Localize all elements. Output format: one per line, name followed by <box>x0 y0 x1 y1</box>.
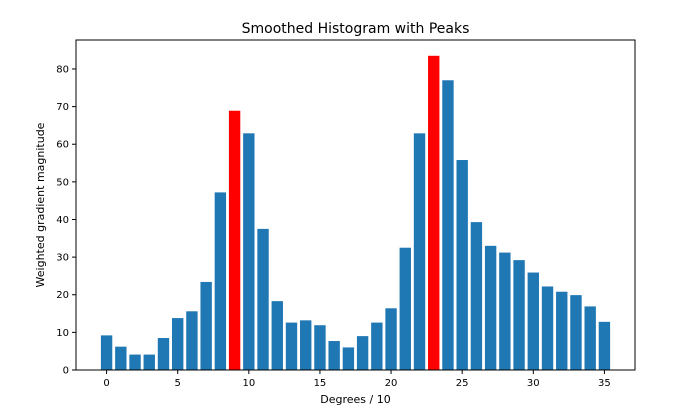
peak-bar <box>428 55 440 371</box>
bar <box>342 347 355 370</box>
bar <box>442 80 454 370</box>
x-tick-label: 25 <box>456 378 469 389</box>
y-axis-label: Weighted gradient magnitude <box>34 122 47 287</box>
y-tick-label: 10 <box>56 328 69 339</box>
bar <box>186 311 198 370</box>
bar <box>214 192 227 370</box>
bar <box>541 286 554 370</box>
x-tick-label: 0 <box>103 378 109 389</box>
bar <box>456 160 468 370</box>
x-tick-label: 15 <box>314 378 327 389</box>
bar <box>257 228 269 370</box>
bar <box>157 338 170 370</box>
x-tick-label: 20 <box>385 378 398 389</box>
bar <box>584 306 596 370</box>
y-tick-label: 0 <box>63 366 69 377</box>
y-tick-label: 70 <box>56 102 69 113</box>
x-tick-label: 35 <box>598 378 611 389</box>
bar <box>598 321 611 370</box>
bar <box>300 320 312 370</box>
bar <box>470 222 483 370</box>
bar <box>513 260 525 370</box>
y-tick-label: 40 <box>56 215 69 226</box>
bar <box>129 354 141 370</box>
y-axis-ticks: 0 10 20 30 40 50 60 70 80 <box>56 64 76 377</box>
bar <box>243 133 255 370</box>
x-tick-label: 5 <box>175 378 181 389</box>
x-tick-label: 30 <box>527 378 540 389</box>
bars-group <box>100 55 611 371</box>
bar <box>570 295 582 370</box>
bar <box>200 281 212 370</box>
bar <box>285 322 298 370</box>
bar <box>328 341 340 370</box>
bar <box>100 335 113 370</box>
y-tick-label: 80 <box>56 64 69 75</box>
chart-title: Smoothed Histogram with Peaks <box>242 21 470 37</box>
bar <box>314 325 326 370</box>
y-tick-label: 30 <box>56 253 69 264</box>
bar <box>499 252 511 370</box>
x-axis-label: Degrees / 10 <box>320 393 390 406</box>
bar <box>527 272 539 370</box>
y-tick-label: 20 <box>56 290 69 301</box>
y-tick-label: 50 <box>56 177 69 188</box>
bar <box>399 247 411 370</box>
peak-bar <box>228 110 241 371</box>
bar <box>271 301 283 370</box>
x-tick-label: 10 <box>242 378 255 389</box>
bar <box>413 133 426 370</box>
bar <box>556 291 568 370</box>
x-axis-ticks: 0 5 10 15 20 25 30 35 <box>103 370 611 389</box>
plot-frame <box>75 39 636 371</box>
bar <box>356 336 369 370</box>
bar <box>484 245 497 370</box>
bar <box>115 346 127 370</box>
y-tick-label: 60 <box>56 140 69 151</box>
bar <box>385 308 397 370</box>
bar <box>371 322 383 370</box>
bar <box>172 318 184 370</box>
bar <box>143 354 155 370</box>
